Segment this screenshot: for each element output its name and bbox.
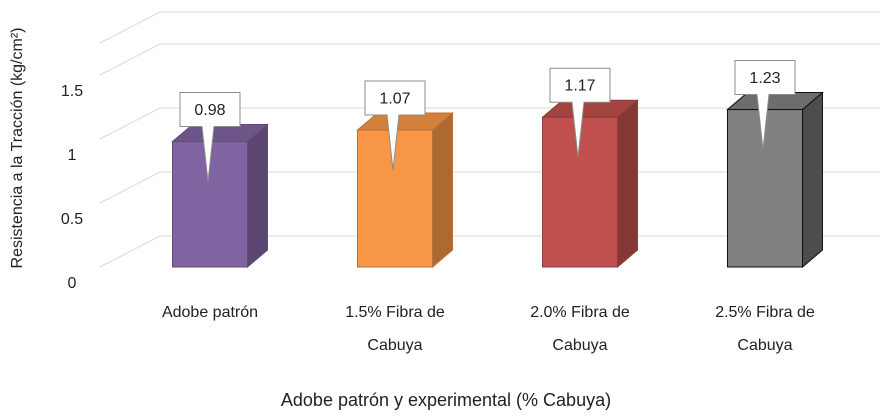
grid-line xyxy=(99,107,880,140)
data-label-callout xyxy=(734,60,796,150)
x-axis-title: Adobe patrón y experimental (% Cabuya) xyxy=(281,390,611,410)
data-label-callout xyxy=(179,92,241,182)
data-label-callout xyxy=(364,80,426,171)
bar-side xyxy=(617,99,638,269)
y-tick-label: 0 xyxy=(68,275,77,292)
data-label: 1.17 xyxy=(564,77,595,94)
data-label: 1.23 xyxy=(749,70,780,87)
data-label-callout xyxy=(549,67,611,158)
grid-line xyxy=(99,235,880,268)
data-label: 1.07 xyxy=(379,90,410,107)
bar-side xyxy=(432,111,453,269)
x-tick-label: 1.5% Fibra de Cabuya xyxy=(345,304,445,354)
y-axis-title: Resistencia a la Tracción (kg/cm²) xyxy=(9,28,26,269)
x-tick-label: Adobe patrón xyxy=(161,304,259,321)
bar xyxy=(171,123,269,269)
y-tick-label: 1 xyxy=(68,147,77,164)
bar-side xyxy=(802,91,823,269)
bar xyxy=(726,91,824,269)
x-tick-label: 2.5% Fibra de Cabuya xyxy=(715,304,815,354)
plot-frame-top xyxy=(99,11,880,44)
data-label: 0.98 xyxy=(194,102,225,119)
grid-line xyxy=(99,43,880,76)
grid-line xyxy=(99,171,880,204)
bar-side xyxy=(247,123,268,269)
bar xyxy=(356,111,454,269)
y-tick-label: 0.5 xyxy=(61,211,83,228)
x-tick-label: 2.0% Fibra de Cabuya xyxy=(530,304,630,354)
y-tick-label: 1.5 xyxy=(61,83,83,100)
bar xyxy=(541,99,639,269)
